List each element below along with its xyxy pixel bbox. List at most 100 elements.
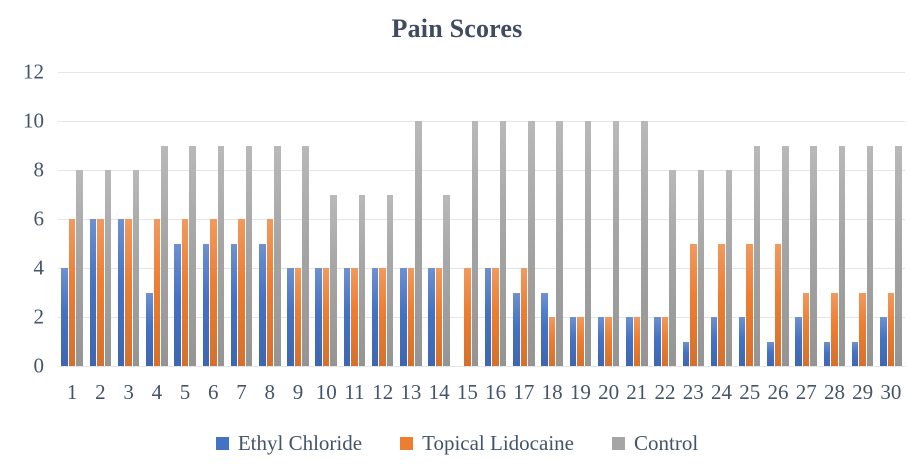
bar-topical-lidocaine xyxy=(887,292,895,366)
bar-group-29 xyxy=(849,72,877,366)
bar-control xyxy=(274,145,281,366)
bar-ethyl-chloride xyxy=(371,268,379,366)
y-axis-tick-label: 6 xyxy=(33,206,45,231)
bar-control xyxy=(161,145,168,366)
bar-topical-lidocaine xyxy=(831,292,838,366)
bar-group-6 xyxy=(199,72,227,366)
bar-group-3 xyxy=(114,72,142,366)
bar-control xyxy=(471,121,479,366)
x-axis-tick-label: 13 xyxy=(400,380,422,404)
bar-ethyl-chloride xyxy=(851,341,859,366)
bar-group-11 xyxy=(340,72,368,366)
bar-ethyl-chloride xyxy=(428,268,435,366)
plot-area xyxy=(58,72,905,367)
bar-topical-lidocaine xyxy=(351,268,358,366)
bar-ethyl-chloride xyxy=(117,219,125,366)
y-axis-tick-label: 8 xyxy=(33,157,45,182)
legend-swatch-icon xyxy=(611,436,625,450)
bar-group-26 xyxy=(764,72,792,366)
x-axis-tick-label: 17 xyxy=(513,380,535,404)
bar-topical-lidocaine xyxy=(322,268,330,366)
bar-topical-lidocaine xyxy=(68,219,76,366)
bar-group-12 xyxy=(369,72,397,366)
bar-group-9 xyxy=(284,72,312,366)
bar-control xyxy=(189,145,196,366)
bar-control xyxy=(443,194,450,366)
bar-ethyl-chloride xyxy=(682,341,690,366)
x-axis-tick-label: 16 xyxy=(485,380,507,404)
x-axis-tick-label: 7 xyxy=(236,380,247,404)
x-axis-tick-label: 20 xyxy=(598,380,620,404)
bar-control xyxy=(753,145,761,366)
bar-group-24 xyxy=(707,72,735,366)
bar-topical-lidocaine xyxy=(238,219,245,366)
bar-ethyl-chloride xyxy=(174,243,181,366)
bar-topical-lidocaine xyxy=(802,292,810,366)
bar-control xyxy=(810,145,817,366)
bar-ethyl-chloride xyxy=(484,268,492,366)
legend-item-topical-lidocaine: Topical Lidocaine xyxy=(400,428,574,458)
bar-topical-lidocaine xyxy=(266,219,273,366)
bar-group-28 xyxy=(820,72,848,366)
bar-control xyxy=(132,170,140,366)
x-axis-tick-label: 23 xyxy=(682,380,704,404)
bar-ethyl-chloride xyxy=(654,317,661,366)
x-axis-tick-label: 18 xyxy=(541,380,563,404)
bar-ethyl-chloride xyxy=(230,243,238,366)
bar-ethyl-chloride xyxy=(795,317,802,366)
bar-control xyxy=(895,145,902,366)
x-axis-tick-label: 28 xyxy=(823,380,845,404)
gridline xyxy=(58,268,905,269)
bar-group-30 xyxy=(877,72,905,366)
gridline xyxy=(58,366,905,367)
bar-topical-lidocaine xyxy=(661,317,669,366)
bar-topical-lidocaine xyxy=(690,243,697,366)
bar-ethyl-chloride xyxy=(400,268,407,366)
x-axis-tick-label: 4 xyxy=(151,380,163,404)
x-axis-tick-label: 22 xyxy=(654,380,676,404)
bar-group-5 xyxy=(171,72,199,366)
bar-ethyl-chloride xyxy=(315,268,322,366)
bar-control xyxy=(330,194,337,366)
bar-ethyl-chloride xyxy=(89,219,97,366)
x-axis-tick-label: 10 xyxy=(315,380,337,404)
bar-topical-lidocaine xyxy=(435,268,443,366)
bar-group-25 xyxy=(736,72,764,366)
x-axis-tick-label: 1 xyxy=(66,380,78,404)
bar-ethyl-chloride xyxy=(738,317,746,366)
bar-group-10 xyxy=(312,72,340,366)
bar-topical-lidocaine xyxy=(774,243,782,366)
bar-ethyl-chloride xyxy=(823,341,831,366)
bar-control xyxy=(104,170,112,366)
x-axis-tick-label: 15 xyxy=(456,380,478,404)
bar-ethyl-chloride xyxy=(343,268,351,366)
bar-group-7 xyxy=(227,72,255,366)
bar-control xyxy=(245,145,253,366)
legend-item-ethyl-chloride: Ethyl Chloride xyxy=(215,428,362,458)
bar-control xyxy=(499,121,507,366)
bar-group-13 xyxy=(397,72,425,366)
bar-ethyl-chloride xyxy=(259,243,266,366)
bar-ethyl-chloride xyxy=(146,292,153,366)
bar-topical-lidocaine xyxy=(746,243,753,366)
bar-control xyxy=(358,194,366,366)
bar-control xyxy=(866,145,874,366)
bar-control xyxy=(217,145,225,366)
bar-topical-lidocaine xyxy=(520,268,528,366)
bar-control xyxy=(302,145,309,366)
bar-control xyxy=(641,121,648,366)
bar-ethyl-chloride xyxy=(767,341,774,366)
x-axis-tick-label: 14 xyxy=(428,380,450,404)
bar-group-14 xyxy=(425,72,453,366)
bar-topical-lidocaine xyxy=(294,268,302,366)
bar-control xyxy=(669,170,676,366)
bar-control xyxy=(76,170,83,366)
gridline xyxy=(58,170,905,171)
x-axis-tick-label: 26 xyxy=(767,380,789,404)
gridline xyxy=(58,219,905,220)
bar-group-19 xyxy=(566,72,594,366)
x-axis-tick-label: 30 xyxy=(880,380,902,404)
bar-topical-lidocaine xyxy=(210,219,217,366)
bar-topical-lidocaine xyxy=(548,317,556,366)
gridline xyxy=(58,121,905,122)
